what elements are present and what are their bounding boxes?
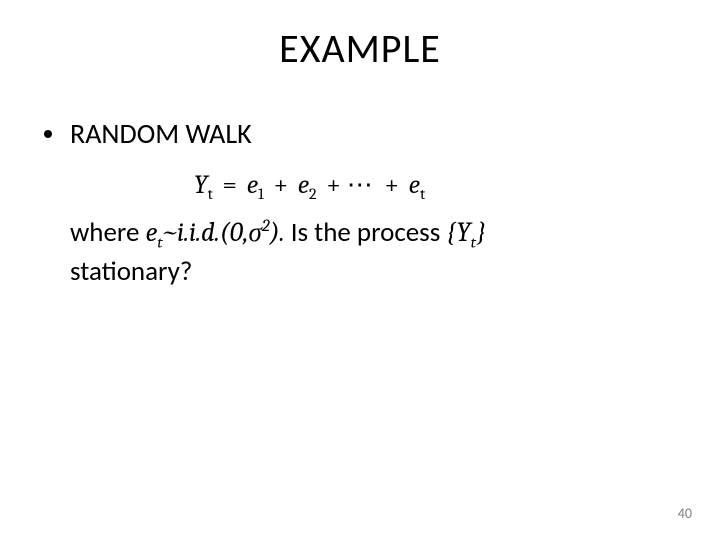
eq-plus3: + xyxy=(380,170,402,200)
eq-termN-var: e xyxy=(409,170,420,200)
eq-termN-sub: t xyxy=(420,185,425,203)
q-tilde: ~ xyxy=(163,217,177,248)
eq-term2-var: e xyxy=(298,170,309,200)
q-iid-close: ). xyxy=(270,217,285,248)
eq-plus2: + xyxy=(322,170,344,200)
bullet-dot-icon xyxy=(44,130,52,138)
bullet-item: RANDOM WALK xyxy=(44,116,676,151)
eq-equals: = xyxy=(219,170,241,200)
q-brace-open: { xyxy=(446,217,456,248)
eq-term1-var: e xyxy=(247,170,258,200)
q-where: where xyxy=(70,216,146,249)
bullet-text: RANDOM WALK xyxy=(70,116,252,151)
q-sigma-sup: 2 xyxy=(262,217,270,236)
q-brace-close: } xyxy=(476,217,486,248)
eq-lhs-sub: t xyxy=(208,185,213,203)
slide-title: EXAMPLE xyxy=(0,24,720,73)
eq-term2-sub: 2 xyxy=(309,185,317,203)
q-sigma: σ xyxy=(249,217,262,247)
eq-plus1: + xyxy=(270,170,292,200)
eq-dots: ⋯ xyxy=(345,170,375,200)
eq-lhs-var: Y xyxy=(194,170,208,200)
q-Y-var: Y xyxy=(457,217,471,248)
q-iid: i.i.d.(0, xyxy=(177,217,249,248)
page-number: 40 xyxy=(678,505,692,522)
question-text: where et~i.i.d.(0,σ2). Is the process {Y… xyxy=(70,214,676,290)
q-et-var: e xyxy=(146,217,158,248)
equation: Yt = e1 + e2 +⋯ + et xyxy=(194,169,676,204)
eq-term1-sub: 1 xyxy=(258,185,264,203)
q-stationary: stationary? xyxy=(70,255,192,288)
q-is-the-process: Is the process xyxy=(285,216,447,249)
slide-body: RANDOM WALK Yt = e1 + e2 +⋯ + et where e… xyxy=(44,116,676,291)
slide: EXAMPLE RANDOM WALK Yt = e1 + e2 +⋯ + et… xyxy=(0,0,720,540)
